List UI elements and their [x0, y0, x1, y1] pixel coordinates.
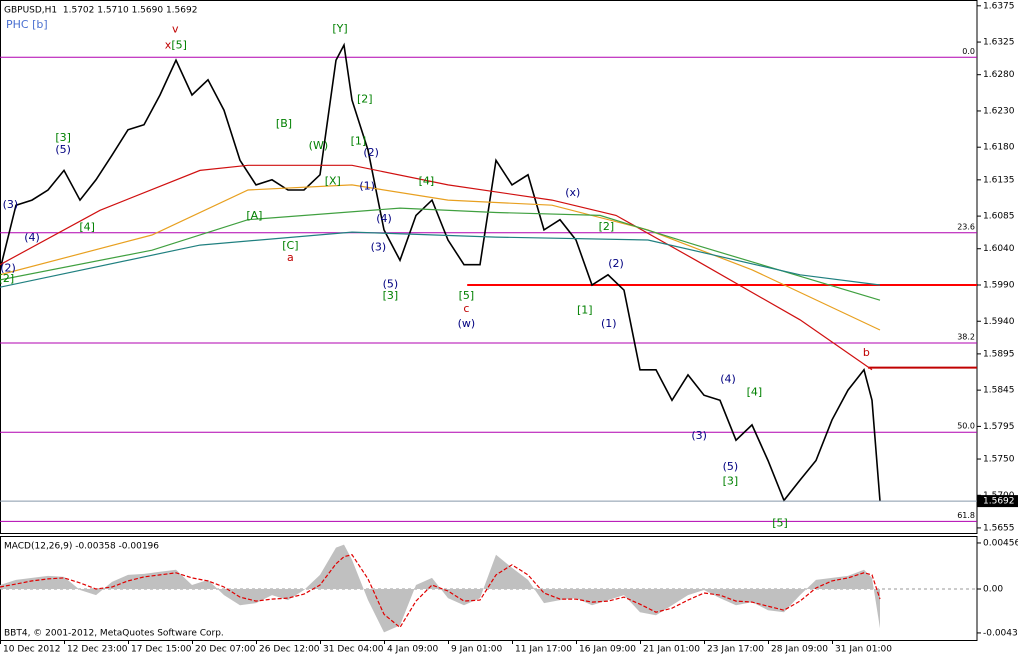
- moving-average: [0, 207, 881, 301]
- fib-label: 23.6: [957, 222, 975, 231]
- y-tick-label: 1.5655: [983, 523, 1015, 533]
- wave-label: b: [863, 346, 870, 359]
- y-tick-label: 0.00: [983, 585, 1003, 595]
- y-tick-label: 1.6375: [983, 1, 1015, 11]
- fib-label: 38.2: [957, 333, 975, 342]
- x-tick-label: 10 Dec 2012: [3, 645, 61, 655]
- wave-label: [3]: [723, 475, 739, 488]
- y-tick-label: 1.6135: [983, 175, 1015, 185]
- wave-label: [Y]: [332, 22, 347, 35]
- fib-label: 50.0: [957, 422, 975, 431]
- wave-label: [C]: [282, 239, 298, 252]
- wave-label: v: [172, 23, 179, 36]
- moving-average: [0, 164, 873, 371]
- y-tick-label: 1.5895: [983, 349, 1015, 359]
- wave-label: [4]: [419, 174, 435, 187]
- wave-label: (2): [608, 257, 624, 270]
- wave-label: c: [463, 302, 469, 315]
- x-tick-label: 31 Dec 04:00: [323, 645, 384, 655]
- fib-label: 61.8: [957, 511, 975, 520]
- moving-average: [0, 231, 881, 288]
- x-tick-label: 17 Dec 15:00: [131, 645, 192, 655]
- price-line: [0, 42, 881, 502]
- moving-average: [0, 184, 881, 331]
- last-price-box: [977, 495, 1018, 508]
- x-tick-label: 20 Dec 07:00: [195, 645, 256, 655]
- wave-label: x: [165, 39, 172, 52]
- wave-label: [5]: [772, 517, 788, 530]
- y-tick-label: 1.6230: [983, 106, 1015, 116]
- wave-label: (W): [309, 139, 328, 152]
- y-tick-label: 1.5990: [983, 280, 1015, 290]
- wave-label: (4): [720, 372, 736, 385]
- wave-label: [5]: [171, 39, 187, 52]
- y-tick-label: 1.6280: [983, 70, 1015, 80]
- y-tick-label: 1.5845: [983, 386, 1015, 396]
- x-tick-label: 23 Jan 17:00: [707, 645, 764, 655]
- x-tick-label: 12 Dec 23:00: [67, 645, 128, 655]
- wave-label: (3): [691, 429, 707, 442]
- wave-label: a: [287, 251, 294, 264]
- y-tick-label: 1.5795: [983, 422, 1015, 432]
- wave-label: (5): [55, 143, 71, 156]
- wave-label: (4): [376, 212, 392, 225]
- wave-label: [1]: [577, 303, 593, 316]
- wave-label: (5): [383, 277, 399, 290]
- wave-label: [A]: [246, 209, 262, 222]
- wave-label: [4]: [747, 385, 763, 398]
- macd-title: MACD(12,26,9) -0.00358 -0.00196: [4, 542, 159, 552]
- y-tick-label: 1.6040: [983, 244, 1015, 254]
- wave-label: [5]: [459, 289, 475, 302]
- x-tick-label: 28 Jan 09:00: [771, 645, 828, 655]
- last-price-label: 1.5692: [983, 497, 1015, 507]
- signal-line: [0, 554, 881, 629]
- wave-label: [4]: [79, 221, 95, 234]
- x-tick-label: 4 Jan 09:00: [387, 645, 439, 655]
- wave-label: [X]: [325, 174, 341, 187]
- wave-label: (x): [565, 186, 580, 199]
- wave-label: [B]: [276, 117, 292, 130]
- footer: BBT4, © 2001-2012, MetaQuotes Software C…: [4, 629, 224, 639]
- x-tick-label: 31 Jan 01:00: [835, 645, 892, 655]
- wave-label: [2]: [599, 220, 615, 233]
- x-tick-label: 26 Dec 12:00: [259, 645, 320, 655]
- wave-label: [2]: [0, 272, 14, 285]
- y-tick-label: -0.00435: [983, 628, 1018, 638]
- y-tick-label: 1.6325: [983, 38, 1015, 48]
- wave-label: [2]: [357, 92, 373, 105]
- y-tick-label: 0.00456: [983, 538, 1018, 548]
- wave-label: [1]: [351, 134, 367, 147]
- wave-label: (4): [24, 231, 40, 244]
- wave-label: (5): [723, 460, 739, 473]
- chart-subtitle: PHC [b]: [6, 18, 48, 31]
- wave-label: (w): [458, 317, 476, 330]
- wave-label: (1): [359, 179, 375, 192]
- y-tick-label: 1.5940: [983, 317, 1015, 327]
- y-tick-label: 1.6085: [983, 212, 1015, 222]
- fib-label: 0.0: [962, 47, 975, 56]
- x-tick-label: 11 Jan 17:00: [515, 645, 572, 655]
- wave-label: (2): [0, 261, 16, 274]
- x-tick-label: 9 Jan 01:00: [451, 645, 503, 655]
- wave-label: (1): [601, 317, 617, 330]
- wave-label: (3): [371, 240, 387, 253]
- chart-title: GBPUSD,H1 1.5702 1.5710 1.5690 1.5692: [4, 6, 197, 16]
- x-tick-label: 21 Jan 01:00: [643, 645, 700, 655]
- wave-label: (2): [363, 146, 379, 159]
- y-tick-label: 1.5750: [983, 455, 1015, 465]
- wave-label: (3): [3, 198, 19, 211]
- wave-label: [3]: [55, 131, 71, 144]
- y-tick-label: 1.6180: [983, 143, 1015, 153]
- x-tick-label: 16 Jan 09:00: [579, 645, 636, 655]
- wave-label: [3]: [383, 289, 399, 302]
